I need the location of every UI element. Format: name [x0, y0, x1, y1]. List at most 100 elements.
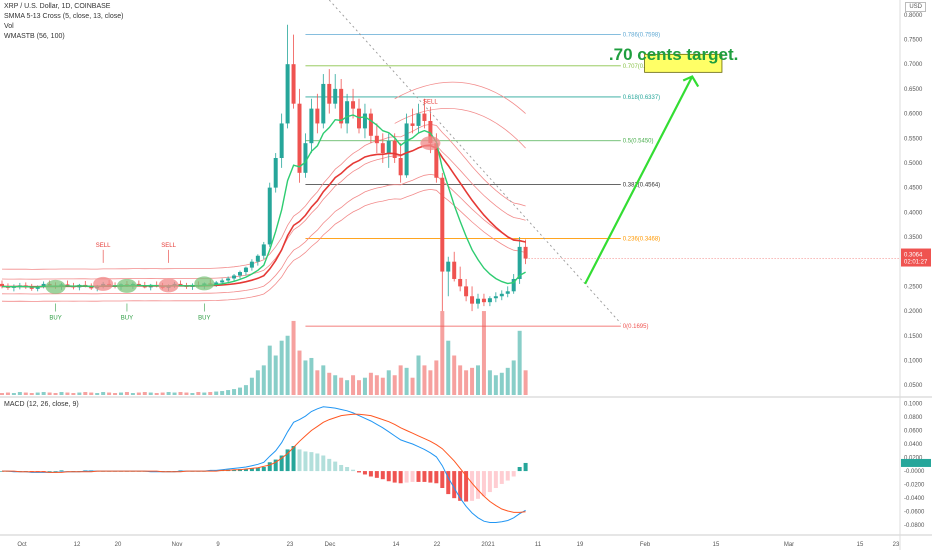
signal-label-sell: SELL: [423, 100, 438, 106]
volume-bar: [142, 392, 147, 395]
price-tick-label: 0.7000: [904, 62, 923, 68]
candle-body: [422, 113, 427, 121]
candle-body: [416, 113, 421, 126]
candle-body: [232, 275, 237, 279]
volume-bar: [386, 370, 391, 395]
macd-tick-label: -0.0600: [904, 510, 925, 516]
time-tick-label: Mar: [784, 542, 794, 548]
candle-body: [351, 101, 356, 109]
volume-bar: [238, 387, 242, 395]
candle-body: [178, 283, 183, 286]
candle-body: [136, 283, 141, 286]
macd-line: [2, 406, 526, 523]
volume-bar: [267, 345, 272, 395]
macd-histogram-bar: [493, 471, 498, 488]
candle-body: [303, 143, 308, 173]
macd-histogram-bar: [339, 464, 344, 472]
time-tick-label: 23: [287, 542, 294, 548]
macd-histogram-bar: [476, 471, 480, 499]
volume-bar: [83, 392, 88, 395]
candle-body: [392, 140, 397, 158]
volume-bar: [458, 365, 463, 395]
volume-bar: [65, 392, 70, 395]
time-tick-label: Dec: [325, 542, 336, 548]
volume-bar: [333, 375, 338, 395]
volume-bar: [339, 377, 344, 395]
candle-body: [297, 103, 302, 173]
candle-body: [428, 120, 433, 144]
macd-histogram-bar: [249, 468, 254, 472]
candle-body: [470, 296, 475, 304]
cross-marker: [194, 276, 215, 291]
volume-bar: [214, 391, 219, 395]
macd-histogram-bar: [422, 471, 427, 482]
candle-body: [309, 108, 314, 144]
time-tick-label: 2021: [481, 542, 495, 548]
macd-histogram-bar: [327, 458, 332, 472]
candle-body: [511, 278, 516, 292]
volume-bar: [154, 393, 159, 395]
last-price-badge: [901, 248, 931, 267]
volume-bar: [202, 392, 207, 395]
candle-body: [35, 286, 40, 289]
volume-bar: [11, 393, 16, 395]
volume-bar: [416, 355, 421, 395]
macd-histogram-bar: [487, 471, 492, 493]
macd-histogram-bar: [446, 471, 451, 495]
time-tick-label: 12: [74, 542, 81, 548]
macd-histogram-bar: [261, 467, 266, 472]
volume-bar: [404, 367, 409, 395]
macd-tick-label: 0.1000: [904, 401, 923, 407]
candle-body: [374, 135, 379, 144]
volume-bar: [470, 367, 475, 395]
volume-bar: [160, 392, 165, 395]
macd-histogram-bar: [357, 471, 361, 473]
volume-bar: [5, 392, 10, 395]
volume-bar: [345, 380, 350, 395]
candle-body: [285, 64, 290, 124]
candles: [0, 24, 528, 312]
currency-badge[interactable]: USD: [905, 2, 926, 12]
volume-bar: [166, 392, 171, 395]
macd-histogram-bar: [53, 471, 58, 472]
signal-label-buy: BUY: [121, 316, 133, 322]
volume-bar: [374, 375, 379, 395]
volume-bar: [297, 350, 302, 395]
volume-bar: [273, 355, 278, 395]
candle-body: [41, 283, 46, 287]
macd-tick-label: 0.0400: [904, 442, 923, 448]
candle-body: [279, 123, 284, 158]
price-tick-label: 0.1500: [904, 334, 923, 340]
volume-bar: [208, 392, 213, 395]
fib-level-label: 0.236(0.3468): [623, 237, 660, 243]
smma-legend: SMMA 5-13 Cross (5, close, 13, close): [4, 13, 124, 20]
candle-body: [255, 255, 260, 262]
macd-tick-label: 0.0800: [904, 415, 923, 421]
symbol-title: XRP / U.S. Dollar, 1D, COINBASE: [4, 3, 111, 10]
macd-histogram-bar: [392, 471, 397, 483]
candle-body: [315, 108, 320, 124]
candle-body: [476, 298, 480, 304]
price-tick-label: 0.2500: [904, 284, 923, 290]
volume-bar: [517, 330, 522, 395]
macd-histogram-bar: [481, 471, 486, 497]
volume-bar: [476, 365, 480, 395]
candle-body: [398, 158, 403, 176]
macd-value-badge: [901, 458, 931, 467]
volume-bar: [523, 370, 528, 395]
candle-body: [65, 284, 70, 286]
volume-bar: [481, 311, 486, 395]
volume-bar: [17, 392, 22, 395]
volume-bar: [107, 392, 112, 395]
macd-histogram-bar: [458, 471, 463, 501]
candle-body: [440, 177, 445, 272]
macd-tick-label: -0.0800: [904, 523, 925, 529]
time-tick-label: 15: [713, 542, 720, 548]
volume-bar: [440, 311, 445, 395]
price-tick-label: 0.5500: [904, 136, 923, 142]
fib-level-label: 0.707(0.6967): [623, 64, 660, 70]
candle-body: [368, 113, 373, 136]
